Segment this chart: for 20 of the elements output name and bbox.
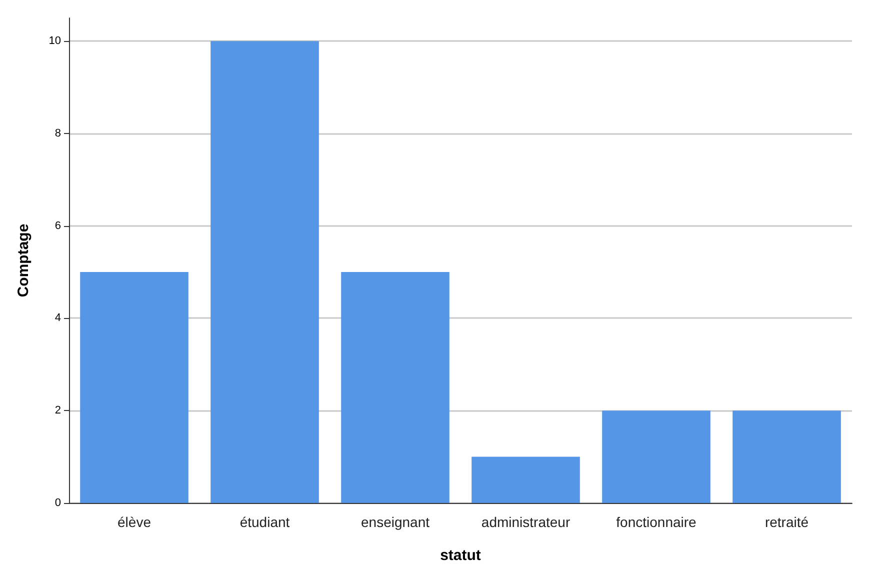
y-axis-title: Comptage xyxy=(15,224,32,298)
bar xyxy=(472,456,580,503)
bar xyxy=(210,41,319,503)
x-tick-label: retraité xyxy=(764,514,809,530)
y-tick-label: 10 xyxy=(48,35,61,48)
bar xyxy=(341,272,450,503)
x-axis-title: statut xyxy=(440,547,481,564)
bar xyxy=(602,410,710,503)
bar xyxy=(80,272,188,503)
y-tick-label: 0 xyxy=(54,497,61,509)
x-tick-label: administrateur xyxy=(481,514,570,530)
x-tick-label: élève xyxy=(118,514,152,530)
y-tick-label: 4 xyxy=(54,312,61,324)
y-tick-label: 6 xyxy=(54,220,61,232)
y-tick-label: 2 xyxy=(54,404,61,417)
x-tick-label: étudiant xyxy=(240,514,290,530)
y-tick-label: 8 xyxy=(54,127,61,140)
bar xyxy=(732,410,841,503)
x-tick-label: fonctionnaire xyxy=(616,514,697,530)
x-tick-label: enseignant xyxy=(360,514,430,530)
